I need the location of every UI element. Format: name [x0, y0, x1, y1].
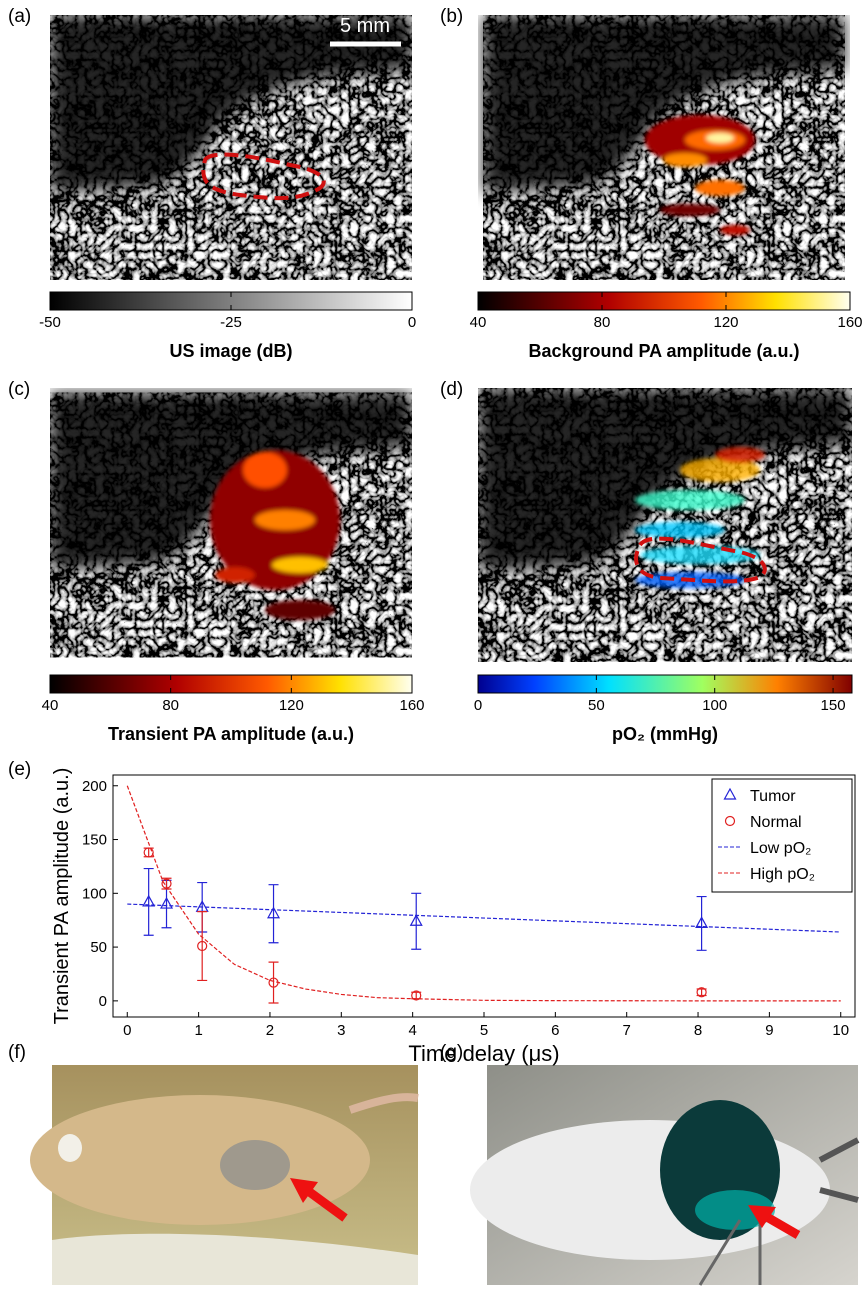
- x-tick-label: 4: [408, 1022, 416, 1039]
- error-bar: [268, 961, 279, 1004]
- x-tick-label: 0: [123, 1022, 131, 1039]
- colorbar-tick-label: 150: [821, 697, 846, 714]
- marker: [143, 847, 154, 858]
- colorbar-tick-label: 40: [42, 697, 59, 714]
- us-image: [50, 15, 412, 280]
- legend-label: Tumor: [750, 788, 796, 805]
- x-tick-label: 5: [480, 1022, 488, 1039]
- x-axis-label: Time delay (μs): [408, 1041, 559, 1066]
- colorbar-tick-label: 0: [474, 697, 482, 714]
- marker: [142, 894, 156, 907]
- x-tick-label: 6: [551, 1022, 559, 1039]
- scale-bar-label: 5 mm: [340, 15, 390, 37]
- colorbar-label: Background PA amplitude (a.u.): [528, 341, 799, 361]
- marker: [724, 815, 736, 827]
- x-tick-label: 2: [266, 1022, 274, 1039]
- panel-label: (c): [8, 379, 30, 400]
- fit-line: [127, 903, 841, 933]
- colorbar-tick-label: 50: [588, 697, 605, 714]
- pa-overlay: [645, 115, 755, 235]
- x-tick-label: 10: [832, 1022, 849, 1039]
- x-tick-label: 9: [765, 1022, 773, 1039]
- colorbar-label: Transient PA amplitude (a.u.): [108, 724, 354, 744]
- marker: [723, 787, 737, 800]
- x-tick-label: 1: [194, 1022, 202, 1039]
- legend-label: Normal: [750, 814, 802, 831]
- x-tick-label: 8: [694, 1022, 702, 1039]
- marker: [411, 990, 422, 1001]
- colorbar: [477, 674, 853, 694]
- panel-label: (f): [8, 1042, 26, 1063]
- y-tick-label: 50: [90, 939, 107, 956]
- marker: [161, 878, 172, 889]
- colorbar: [477, 291, 851, 311]
- marker: [695, 916, 709, 929]
- x-tick-label: 7: [623, 1022, 631, 1039]
- colorbar-tick-label: 80: [162, 697, 179, 714]
- panel-label: (g): [440, 1042, 463, 1063]
- x-tick-label: 3: [337, 1022, 345, 1039]
- photo-g: [470, 1065, 860, 1286]
- marker: [409, 914, 423, 926]
- y-tick-label: 100: [82, 885, 107, 902]
- fit-line: [126, 785, 841, 1002]
- pa-overlay: [210, 450, 340, 620]
- colorbar-tick-label: 160: [837, 314, 862, 331]
- colorbar-label: US image (dB): [169, 341, 292, 361]
- y-tick-label: 150: [82, 832, 107, 849]
- colorbar-tick-label: 120: [279, 697, 304, 714]
- panel-label: (d): [440, 379, 463, 400]
- colorbar-tick-label: 80: [594, 314, 611, 331]
- panel-label: (e): [8, 759, 31, 780]
- error-bar: [411, 892, 422, 950]
- colorbar-label: pO₂ (mmHg): [612, 724, 718, 744]
- y-tick-label: 200: [82, 778, 107, 795]
- marker: [267, 906, 281, 919]
- colorbar-tick-label: 100: [702, 697, 727, 714]
- error-bar: [696, 895, 707, 951]
- colorbar-tick-label: 0: [408, 314, 416, 331]
- y-axis-label: Transient PA amplitude (a.u.): [51, 768, 73, 1025]
- y-tick-label: 0: [99, 993, 107, 1010]
- panel-label: (a): [8, 6, 31, 27]
- colorbar-tick-label: -25: [220, 314, 242, 331]
- colorbar-tick-label: 40: [470, 314, 487, 331]
- error-bar: [143, 867, 154, 936]
- photo-f: [30, 1065, 419, 1285]
- roi-outline: [634, 536, 767, 584]
- marker: [197, 940, 208, 952]
- legend-label: Low pO₂: [750, 840, 811, 857]
- colorbar: [49, 674, 413, 694]
- marker: [696, 987, 707, 998]
- marker: [159, 896, 174, 909]
- error-bar: [197, 910, 208, 982]
- colorbar-tick-label: 160: [399, 697, 424, 714]
- panel-label: (b): [440, 6, 463, 27]
- error-bar: [268, 884, 279, 944]
- colorbar-tick-label: -50: [39, 314, 61, 331]
- colorbar-tick-label: 120: [713, 314, 738, 331]
- legend-label: High pO₂: [750, 866, 815, 883]
- roi-outline: [201, 152, 326, 201]
